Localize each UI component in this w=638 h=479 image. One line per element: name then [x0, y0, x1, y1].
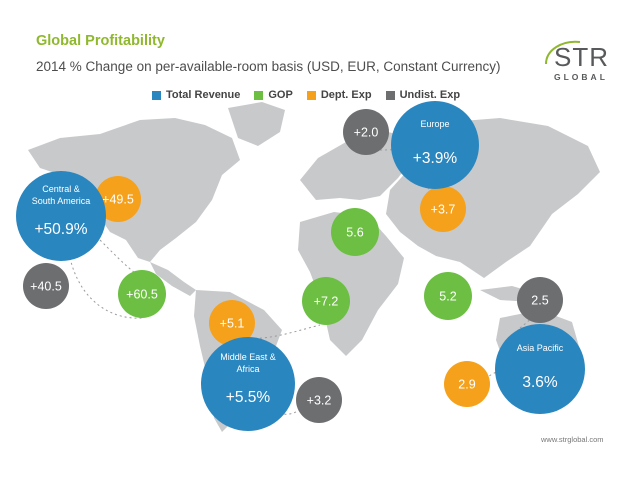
bubble-undist-europe: [343, 109, 389, 155]
central-america-landmass: [150, 262, 196, 296]
bubble-value-gop-asia-pacific: 5.2: [439, 290, 456, 304]
bubble-total-central-south-america: [16, 171, 106, 261]
bubble-value-gop-europe: 5.6: [346, 226, 363, 240]
legend-swatch-dept-exp: [306, 90, 316, 100]
bubble-dept-asia-pacific: [444, 361, 490, 407]
bubble-region-name-central-south-america: Central &: [42, 184, 80, 194]
region-group-asia-pacific: 2.5 2.9 5.2 Asia Pacific 3.6%: [424, 272, 585, 414]
legend-swatch-undist-exp: [385, 90, 395, 100]
bubble-total-europe: [391, 101, 479, 189]
bubble-value-dept-middle-east-africa: +5.1: [220, 317, 245, 331]
bubble-region-name-middle-east-africa: Middle East &: [220, 352, 276, 362]
logo-swoosh: [545, 40, 581, 65]
greenland-landmass: [228, 102, 285, 146]
bubble-value-dept-central-south-america: +49.5: [102, 193, 134, 207]
bubble-gop-middle-east-africa: [302, 277, 350, 325]
bubble-undist-central-south-america: [23, 263, 69, 309]
bubble-dept-europe: [420, 186, 466, 232]
chart-subtitle: 2014 % Change on per-available-room basi…: [36, 59, 501, 74]
bubble-value-total-middle-east-africa: +5.5%: [226, 389, 271, 406]
legend-item-total-revenue: Total Revenue: [152, 89, 240, 101]
source-link[interactable]: www.strglobal.com: [541, 435, 604, 444]
legend-item-dept-exp: Dept. Exp: [306, 89, 372, 101]
legend-label-gop: GOP: [268, 89, 293, 101]
bubbles-layer: +40.5 +49.5 +60.5 Central & South America +50…: [16, 101, 585, 431]
bubble-dept-middle-east-africa: [209, 300, 255, 346]
bubble-total-asia-pacific: [495, 324, 585, 414]
bubble-region-name-asia-pacific: Asia Pacific: [517, 343, 564, 353]
bubble-value-undist-asia-pacific: 2.5: [531, 294, 548, 308]
bubble-gop-asia-pacific: [424, 272, 472, 320]
africa-landmass: [298, 212, 404, 356]
bubble-region-name-middle-east-africa: Africa: [236, 364, 259, 374]
logo-str-text: STR: [554, 42, 609, 72]
legend-label-undist-exp: Undist. Exp: [399, 89, 461, 101]
legend-swatch-total-revenue: [152, 90, 161, 100]
bubble-total-middle-east-africa: [201, 337, 295, 431]
bubble-value-total-europe: +3.9%: [413, 150, 458, 167]
connector-line: [99, 239, 143, 279]
region-group-middle-east-africa: +3.2 +5.1 +7.2 Middle East & Africa +5.5%: [201, 277, 350, 431]
bubble-value-gop-middle-east-africa: +7.2: [314, 295, 339, 309]
bubble-value-undist-central-south-america: +40.5: [30, 280, 62, 294]
region-group-europe: +2.0 +3.7 5.6 Europe +3.9%: [331, 101, 479, 256]
bubble-value-dept-europe: +3.7: [431, 203, 456, 217]
bubble-dept-central-south-america: [95, 176, 141, 222]
bubble-gop-central-south-america: [118, 270, 166, 318]
bubble-region-name-central-south-america: South America: [32, 196, 91, 206]
bubble-region-name-europe: Europe: [420, 119, 449, 129]
logo-global-text: GLOBAL: [554, 72, 608, 82]
bubble-value-total-asia-pacific: 3.6%: [522, 374, 558, 391]
legend-label-total-revenue: Total Revenue: [166, 89, 241, 101]
region-group-central-south-america: +40.5 +49.5 +60.5 Central & South America +50…: [16, 171, 166, 318]
legend-label-dept-exp: Dept. Exp: [320, 89, 372, 101]
bubble-value-undist-europe: +2.0: [354, 126, 379, 140]
chart-title: Global Profitability: [36, 33, 165, 49]
legend-item-gop: GOP: [254, 89, 293, 101]
connector-line: [69, 257, 143, 319]
bubble-gop-europe: [331, 208, 379, 256]
str-global-logo: STR GLOBAL: [545, 40, 609, 82]
europe-landmass: [300, 130, 412, 200]
legend: Total Revenue GOP Dept. Exp Undist. Exp: [152, 89, 460, 101]
bubble-undist-middle-east-africa: [296, 377, 342, 423]
bubble-undist-asia-pacific: [517, 277, 563, 323]
bubble-value-dept-asia-pacific: 2.9: [458, 378, 475, 392]
bubble-value-gop-central-south-america: +60.5: [126, 288, 158, 302]
legend-item-undist-exp: Undist. Exp: [385, 89, 461, 101]
bubble-value-total-central-south-america: +50.9%: [34, 221, 87, 238]
bubble-value-undist-middle-east-africa: +3.2: [307, 394, 332, 408]
legend-swatch-gop: [254, 90, 264, 100]
